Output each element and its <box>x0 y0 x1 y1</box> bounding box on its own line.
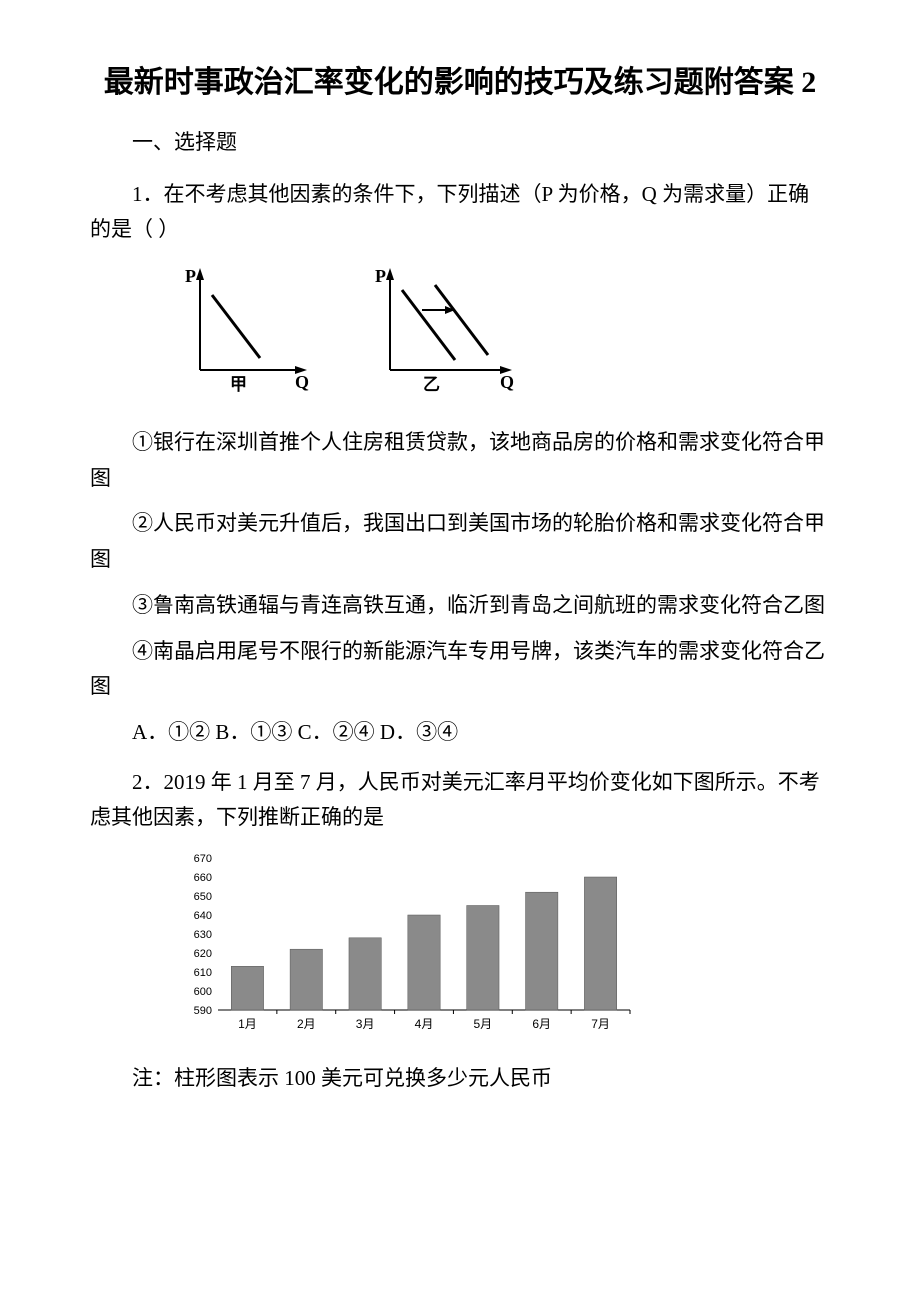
q1-graphs: P Q 甲 P Q 乙 <box>170 260 830 405</box>
svg-text:600: 600 <box>194 986 212 998</box>
q1-answers: A．①② B．①③ C．②④ D．③④ <box>90 715 830 751</box>
svg-text:660: 660 <box>194 872 212 884</box>
q1-stem: 1．在不考虑其他因素的条件下，下列描述（P 为价格，Q 为需求量）正确的是（ ） <box>90 177 830 248</box>
axis-q-label-2: Q <box>500 372 514 392</box>
q1-option-2: ②人民币对美元升值后，我国出口到美国市场的轮胎价格和需求变化符合甲图 <box>90 506 830 577</box>
svg-text:670: 670 <box>194 853 212 865</box>
page-title: 最新时事政治汇率变化的影响的技巧及练习题附答案 2 <box>90 60 830 105</box>
axis-p-label: P <box>185 266 196 286</box>
svg-text:4月: 4月 <box>415 1017 434 1031</box>
svg-text:3月: 3月 <box>356 1017 375 1031</box>
svg-text:640: 640 <box>194 910 212 922</box>
q1-option-1: ①银行在深圳首推个人住房租赁贷款，该地商品房的价格和需求变化符合甲图 <box>90 425 830 496</box>
axis-p-label-2: P <box>375 266 386 286</box>
graph1-label: 甲 <box>230 375 247 394</box>
axis-q-label: Q <box>295 372 309 392</box>
svg-text:610: 610 <box>194 967 212 979</box>
q1-option-4: ④南晶启用尾号不限行的新能源汽车专用号牌，该类汽车的需求变化符合乙图 <box>90 634 830 705</box>
svg-text:6月: 6月 <box>532 1017 551 1031</box>
q1-graph-2: P Q 乙 <box>360 260 530 405</box>
q1-graph-1: P Q 甲 <box>170 260 320 405</box>
q2-stem: 2．2019 年 1 月至 7 月，人民币对美元汇率月平均价变化如下图所示。不考… <box>90 765 830 836</box>
q2-note: 注：柱形图表示 100 美元可兑换多少元人民币 <box>90 1061 830 1097</box>
section-header: 一、选择题 <box>90 125 830 161</box>
svg-text:630: 630 <box>194 929 212 941</box>
q2-bar-chart: 590 600 610 620 630 640 650 660 670 1月 2月 3月 4月 5月 6月 7… <box>170 848 830 1043</box>
svg-text:5月: 5月 <box>474 1017 493 1031</box>
graph2-label: 乙 <box>423 375 440 394</box>
svg-text:650: 650 <box>194 891 212 903</box>
q1-option-3: ③鲁南高铁通辐与青连高铁互通，临沂到青岛之间航班的需求变化符合乙图 <box>90 588 830 624</box>
svg-text:590: 590 <box>194 1005 212 1017</box>
svg-text:2月: 2月 <box>297 1017 316 1031</box>
svg-text:620: 620 <box>194 948 212 960</box>
svg-text:7月: 7月 <box>591 1017 610 1031</box>
svg-text:1月: 1月 <box>238 1017 257 1031</box>
